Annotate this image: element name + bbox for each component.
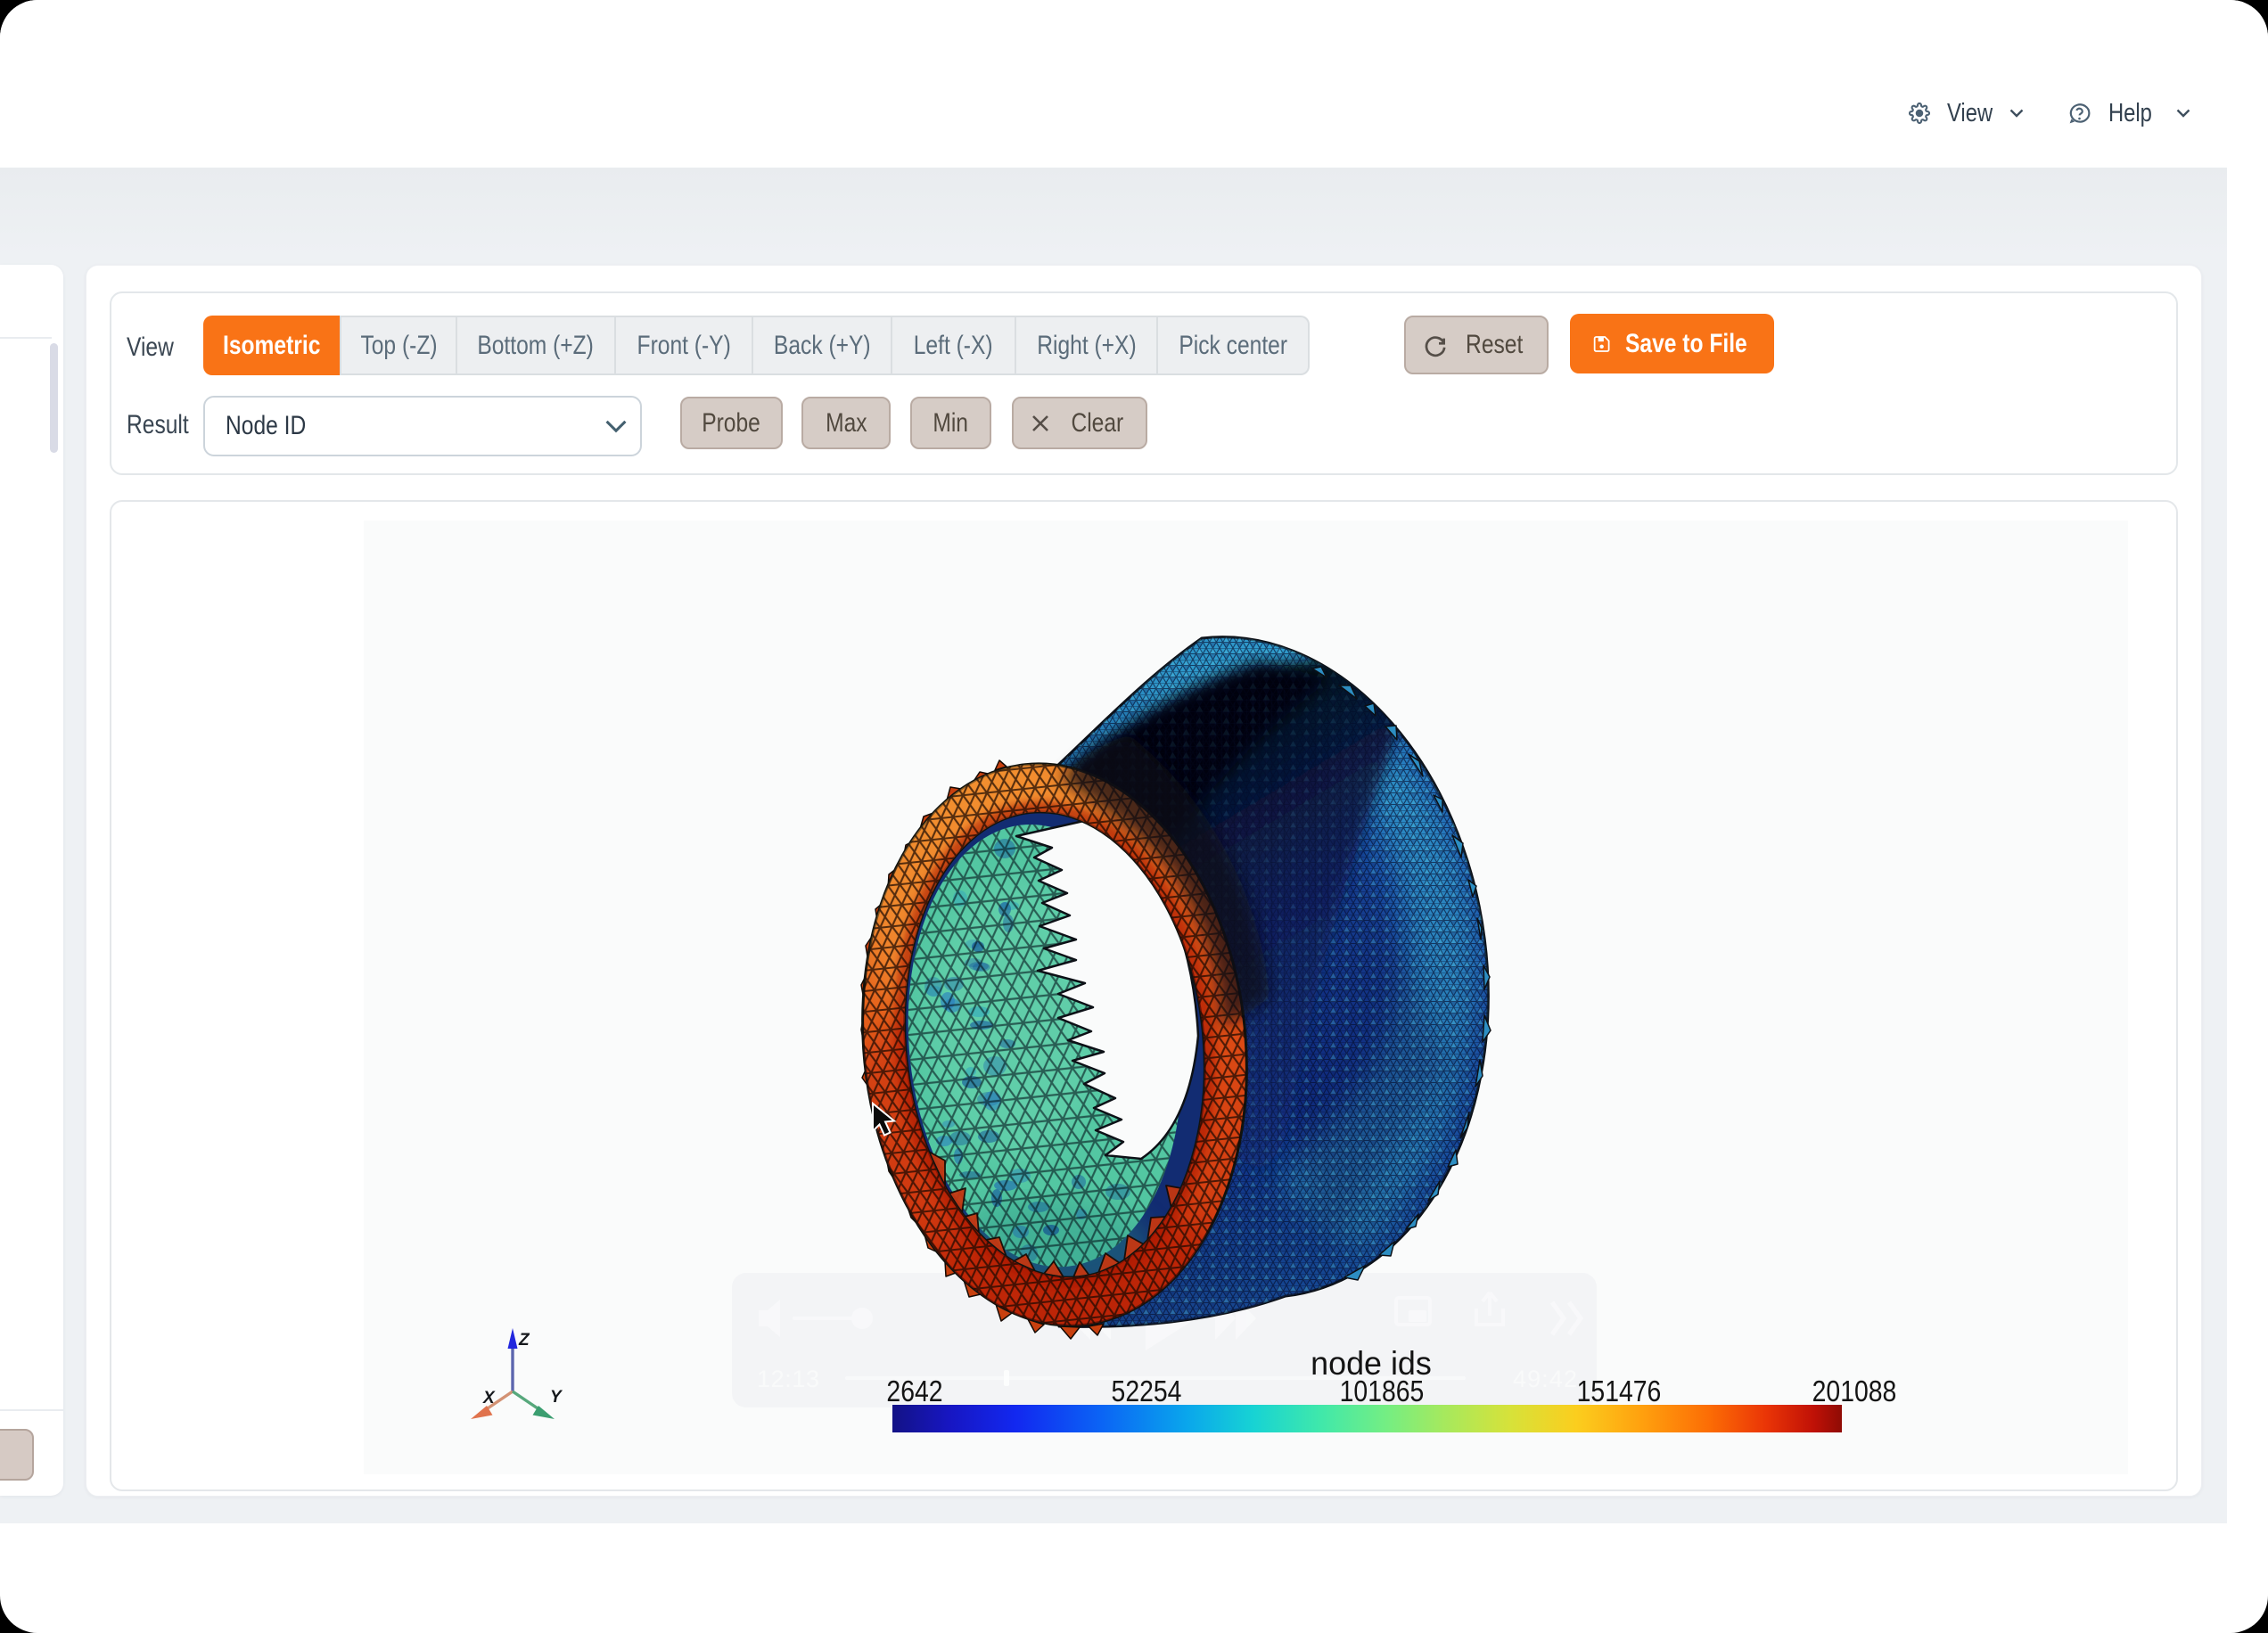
svg-text:node ids: node ids	[1311, 1345, 1432, 1383]
svg-text:Z: Z	[518, 1331, 530, 1350]
svg-text:X: X	[482, 1389, 496, 1407]
svg-text:201088: 201088	[1812, 1375, 1897, 1408]
svg-text:151476: 151476	[1577, 1375, 1662, 1408]
svg-text:12:13: 12:13	[757, 1366, 819, 1392]
svg-text:101865: 101865	[1340, 1375, 1425, 1408]
svg-text:2642: 2642	[886, 1375, 942, 1408]
svg-text:49:42: 49:42	[1513, 1366, 1577, 1392]
svg-text:52254: 52254	[1112, 1375, 1182, 1408]
svg-text:Y: Y	[550, 1388, 563, 1407]
